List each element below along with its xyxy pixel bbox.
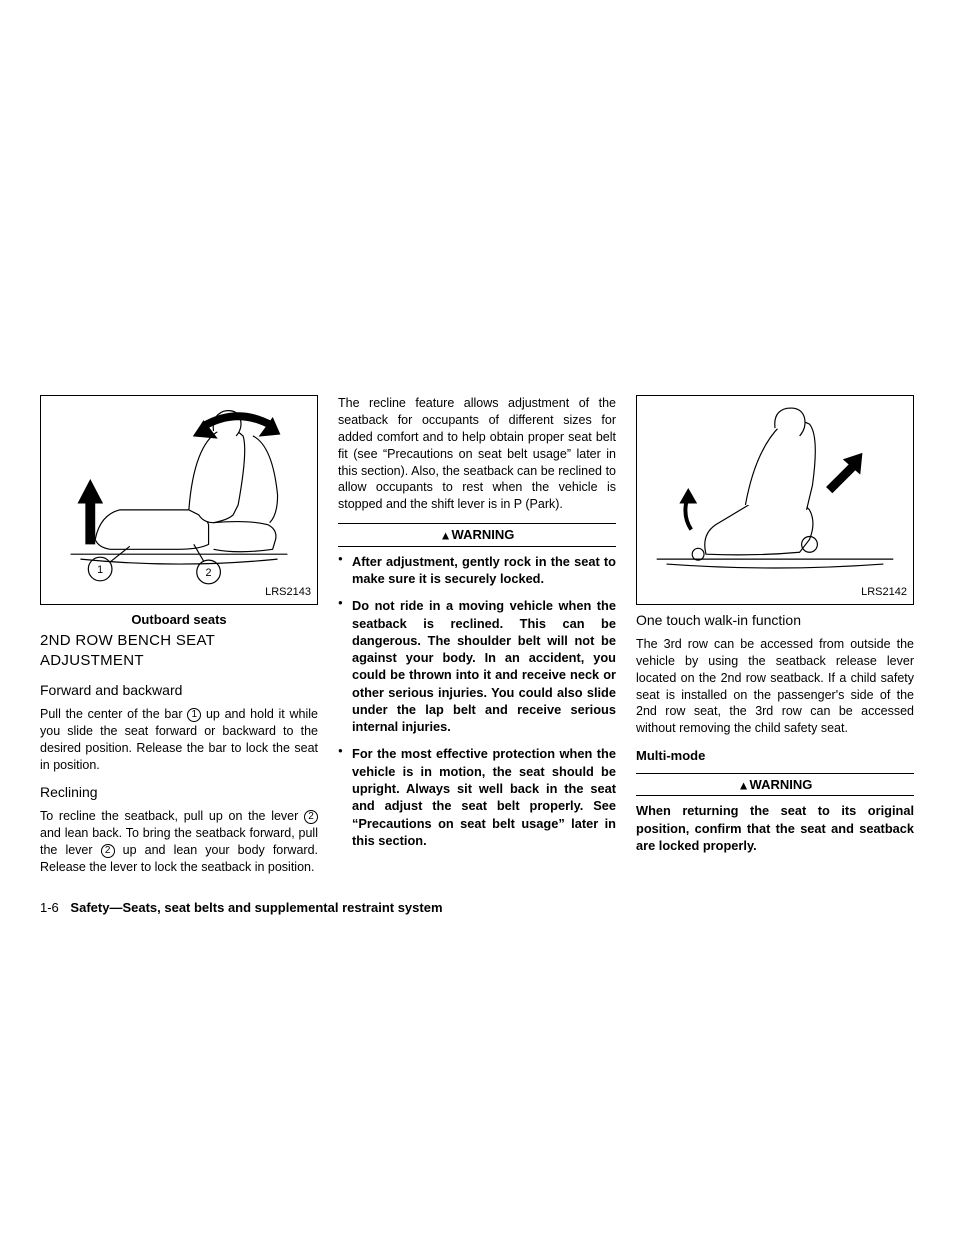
circle-number-2b: 2 <box>101 844 115 858</box>
warning-header-1: ▲WARNING <box>338 523 616 547</box>
warning-bullet: For the most effective protection when t… <box>338 745 616 849</box>
subhead-multimode: Multi-mode <box>636 747 914 765</box>
circle-number-1: 1 <box>187 708 201 722</box>
seat-illustration-left: 2 1 <box>41 396 317 604</box>
subhead-walkin: One touch walk-in function <box>636 611 914 630</box>
circle-number-2a: 2 <box>304 810 318 824</box>
section-heading: 2ND ROW BENCH SEAT ADJUSTMENT <box>40 631 318 672</box>
para-recline-intro: The recline feature allows adjustment of… <box>338 395 616 513</box>
warning-label: WARNING <box>452 527 515 542</box>
svg-text:1: 1 <box>97 564 103 576</box>
svg-text:2: 2 <box>206 567 212 579</box>
warning-text-block: When returning the seat to its original … <box>636 802 914 854</box>
column-3: LRS2142 One touch walk-in function The 3… <box>636 395 914 886</box>
text-frag: Pull the center of the bar <box>40 707 187 721</box>
warning-bullet: After adjustment, gently rock in the sea… <box>338 553 616 588</box>
para-forward-backward: Pull the center of the bar 1 up and hold… <box>40 706 318 774</box>
text-frag: To recline the seatback, pull up on the … <box>40 809 304 823</box>
column-2: The recline feature allows adjustment of… <box>338 395 616 886</box>
figure-outboard-seats: 2 1 LRS2143 <box>40 395 318 605</box>
warning-triangle-icon: ▲ <box>440 529 452 543</box>
figure-label-1: LRS2143 <box>265 585 311 600</box>
warning-triangle-icon: ▲ <box>738 778 750 792</box>
subhead-reclining: Reclining <box>40 783 318 802</box>
page-content: 2 1 LRS2143 Outb <box>40 395 914 886</box>
page-number: 1-6 <box>40 900 59 915</box>
warning-label: WARNING <box>750 777 813 792</box>
warning-bullet: Do not ride in a moving vehicle when the… <box>338 597 616 735</box>
para-walkin: The 3rd row can be accessed from outside… <box>636 636 914 737</box>
warning-bullet-list: After adjustment, gently rock in the sea… <box>338 553 616 849</box>
figure-caption-1: Outboard seats <box>40 611 318 629</box>
warning-header-2: ▲WARNING <box>636 773 914 797</box>
page-footer: 1-6 Safety—Seats, seat belts and supplem… <box>40 900 443 915</box>
subhead-forward-backward: Forward and backward <box>40 681 318 700</box>
chapter-title: Safety—Seats, seat belts and supplementa… <box>70 900 442 915</box>
column-1: 2 1 LRS2143 Outb <box>40 395 318 886</box>
para-reclining: To recline the seatback, pull up on the … <box>40 808 318 876</box>
figure-walkin: LRS2142 <box>636 395 914 605</box>
seat-illustration-right <box>637 396 913 604</box>
figure-label-2: LRS2142 <box>861 585 907 600</box>
